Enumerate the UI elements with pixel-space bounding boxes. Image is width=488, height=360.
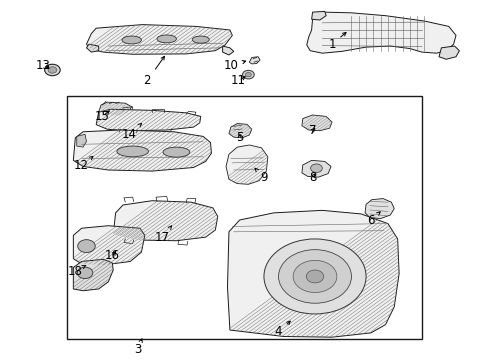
Polygon shape (311, 12, 325, 20)
Polygon shape (73, 130, 211, 171)
Polygon shape (86, 44, 99, 52)
Circle shape (48, 67, 57, 73)
Text: 3: 3 (134, 339, 142, 356)
Circle shape (77, 267, 93, 279)
Text: 1: 1 (327, 32, 346, 51)
Circle shape (278, 249, 351, 303)
Text: 18: 18 (68, 265, 85, 278)
Polygon shape (222, 46, 233, 55)
Circle shape (305, 270, 323, 283)
Bar (67, 96, 421, 339)
Text: 2: 2 (143, 57, 164, 87)
Ellipse shape (192, 36, 209, 43)
Text: 7: 7 (308, 124, 316, 137)
Text: 13: 13 (35, 59, 50, 72)
Polygon shape (99, 102, 131, 116)
Polygon shape (301, 115, 331, 131)
Circle shape (264, 239, 366, 314)
Polygon shape (96, 109, 201, 131)
Polygon shape (73, 226, 144, 265)
Polygon shape (86, 24, 232, 54)
Text: 9: 9 (254, 168, 267, 184)
Polygon shape (306, 12, 455, 53)
Text: 8: 8 (308, 171, 316, 184)
Polygon shape (113, 201, 217, 241)
Ellipse shape (163, 147, 189, 157)
Text: 10: 10 (223, 59, 245, 72)
Polygon shape (228, 123, 251, 138)
Circle shape (245, 72, 251, 77)
Text: 14: 14 (121, 123, 142, 141)
Text: 17: 17 (154, 226, 171, 244)
Polygon shape (77, 134, 86, 147)
Circle shape (242, 70, 254, 79)
Polygon shape (365, 199, 393, 219)
Circle shape (78, 240, 95, 252)
Text: 12: 12 (74, 156, 93, 172)
Polygon shape (73, 259, 113, 291)
Polygon shape (438, 46, 458, 59)
Text: 6: 6 (366, 212, 379, 226)
Polygon shape (227, 210, 398, 337)
Ellipse shape (117, 146, 148, 157)
Circle shape (310, 164, 322, 172)
Ellipse shape (157, 35, 176, 43)
Polygon shape (249, 57, 260, 64)
Polygon shape (225, 145, 267, 184)
Ellipse shape (122, 36, 141, 44)
Circle shape (44, 64, 60, 76)
Circle shape (292, 260, 336, 293)
Text: 11: 11 (231, 74, 245, 87)
Text: 5: 5 (236, 131, 243, 144)
Text: 15: 15 (95, 110, 110, 123)
Polygon shape (301, 160, 330, 177)
Text: 4: 4 (274, 321, 290, 338)
Text: 16: 16 (104, 249, 120, 262)
